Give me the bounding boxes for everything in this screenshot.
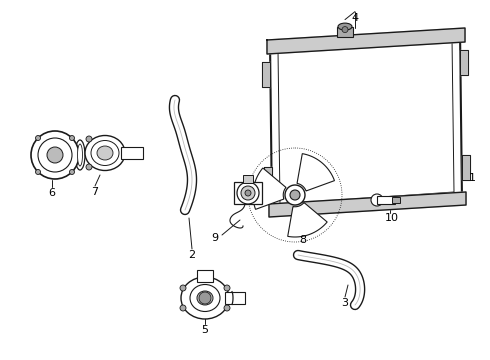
Circle shape [199, 292, 211, 304]
Ellipse shape [97, 146, 113, 160]
Circle shape [180, 285, 186, 291]
Circle shape [36, 135, 41, 140]
Text: 8: 8 [299, 235, 307, 245]
Circle shape [371, 194, 383, 206]
Text: 9: 9 [212, 233, 219, 243]
Text: 5: 5 [201, 325, 209, 335]
Ellipse shape [197, 291, 213, 305]
Text: 6: 6 [49, 188, 55, 198]
Circle shape [31, 131, 79, 179]
Circle shape [290, 190, 300, 200]
Text: 2: 2 [189, 250, 196, 260]
Ellipse shape [190, 284, 220, 311]
Text: 3: 3 [342, 298, 348, 308]
Circle shape [36, 170, 41, 175]
Bar [121, 147, 143, 159]
Circle shape [86, 136, 92, 142]
Polygon shape [262, 62, 270, 87]
Text: 4: 4 [351, 13, 359, 23]
Bar [377, 196, 395, 204]
Polygon shape [267, 28, 465, 54]
Polygon shape [253, 168, 286, 210]
Ellipse shape [241, 186, 255, 200]
Circle shape [47, 147, 63, 163]
Circle shape [86, 164, 92, 170]
Text: 10: 10 [385, 213, 399, 223]
Polygon shape [288, 203, 327, 237]
Text: 1: 1 [468, 173, 475, 183]
Polygon shape [460, 50, 468, 75]
Circle shape [180, 305, 186, 311]
Ellipse shape [75, 140, 85, 170]
Polygon shape [297, 154, 335, 191]
Polygon shape [269, 192, 466, 217]
Ellipse shape [181, 277, 229, 319]
Circle shape [38, 138, 72, 172]
Circle shape [342, 27, 348, 33]
Circle shape [70, 170, 74, 175]
Ellipse shape [338, 23, 352, 30]
Polygon shape [462, 155, 470, 180]
Ellipse shape [245, 190, 251, 196]
Bar [243, 175, 253, 183]
Bar [234, 182, 262, 204]
Circle shape [70, 135, 74, 140]
Circle shape [224, 305, 230, 311]
Bar [225, 292, 245, 304]
Ellipse shape [91, 140, 119, 166]
Text: 7: 7 [92, 187, 98, 197]
Ellipse shape [237, 182, 259, 204]
Ellipse shape [77, 144, 82, 166]
Polygon shape [270, 30, 462, 212]
Circle shape [285, 185, 305, 205]
Circle shape [224, 285, 230, 291]
Bar [197, 270, 213, 282]
Ellipse shape [85, 135, 125, 171]
Bar [392, 197, 400, 203]
Polygon shape [264, 167, 272, 192]
Bar [337, 27, 353, 37]
